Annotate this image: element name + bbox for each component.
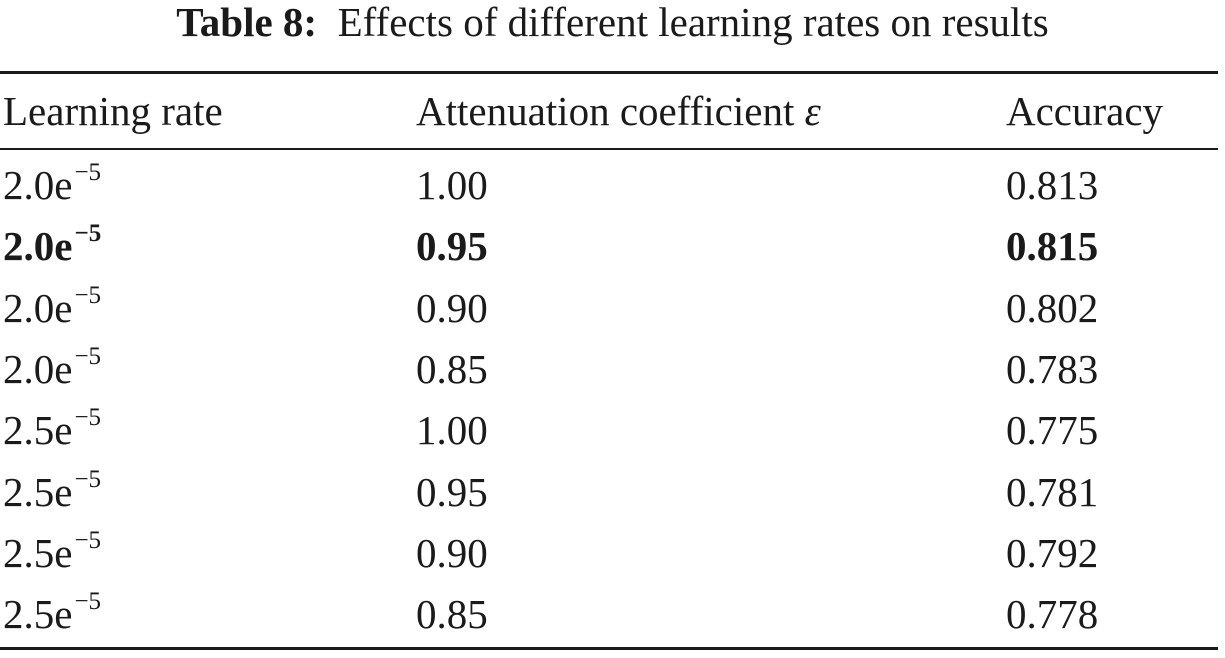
epsilon-symbol: ε <box>804 88 821 134</box>
table-header: Learning rate Attenuation coefficient ε … <box>0 81 1218 142</box>
cell-accuracy: 0.778 <box>1006 591 1099 637</box>
cell-attenuation-coefficient: 0.95 <box>416 223 488 269</box>
bottom-rule <box>0 647 1218 650</box>
table-row: 2.5e−5 1.00 0.775 <box>0 400 1218 461</box>
table-row: 2.5e−5 0.90 0.792 <box>0 523 1218 584</box>
header-rule <box>0 148 1218 150</box>
cell-accuracy: 0.775 <box>1006 407 1099 453</box>
table-row: 2.5e−5 0.95 0.781 <box>0 462 1218 523</box>
cell-accuracy: 0.802 <box>1006 285 1099 331</box>
cell-attenuation-coefficient: 0.90 <box>416 285 488 331</box>
table-row: 2.0e−5 0.95 0.815 <box>0 216 1218 277</box>
exponent: −5 <box>74 588 102 616</box>
cell-learning-rate: 2.0e−5 <box>3 220 102 269</box>
cell-learning-rate: 2.0e−5 <box>3 159 102 208</box>
exponent: −5 <box>74 343 102 371</box>
cell-attenuation-coefficient: 0.85 <box>416 346 488 392</box>
table-row: 2.0e−5 0.90 0.802 <box>0 278 1218 339</box>
cell-attenuation-coefficient: 0.95 <box>416 469 488 515</box>
cell-learning-rate: 2.0e−5 <box>3 282 102 331</box>
cell-attenuation-coefficient: 0.85 <box>416 591 488 637</box>
cell-learning-rate: 2.5e−5 <box>3 466 102 515</box>
caption-text: Effects of different learning rates on r… <box>337 0 1049 45</box>
cell-learning-rate: 2.5e−5 <box>3 404 102 453</box>
exponent: −5 <box>74 527 102 555</box>
exponent: −5 <box>74 220 102 248</box>
cell-attenuation-coefficient: 0.90 <box>416 530 488 576</box>
cell-learning-rate: 2.5e−5 <box>3 588 102 637</box>
cell-accuracy: 0.813 <box>1006 162 1099 208</box>
cell-accuracy: 0.781 <box>1006 469 1099 515</box>
exponent: −5 <box>74 466 102 494</box>
top-rule <box>0 71 1218 74</box>
column-header-accuracy: Accuracy <box>1006 88 1164 134</box>
cell-attenuation-coefficient: 1.00 <box>416 407 488 453</box>
table-row: 2.5e−5 0.85 0.778 <box>0 584 1218 645</box>
cell-accuracy: 0.792 <box>1006 530 1099 576</box>
cell-accuracy: 0.783 <box>1006 346 1099 392</box>
cell-attenuation-coefficient: 1.00 <box>416 162 488 208</box>
cell-learning-rate: 2.0e−5 <box>3 343 102 392</box>
column-header-attenuation-coefficient: Attenuation coefficient ε <box>416 88 821 134</box>
cell-learning-rate: 2.5e−5 <box>3 527 102 576</box>
cell-accuracy: 0.815 <box>1006 223 1099 269</box>
table-row: 2.0e−5 1.00 0.813 <box>0 155 1218 216</box>
exponent: −5 <box>74 159 102 187</box>
exponent: −5 <box>74 404 102 432</box>
caption-label: Table 8: <box>176 0 318 45</box>
column-header-learning-rate: Learning rate <box>3 88 223 134</box>
table-caption: Table 8: Effects of different learning r… <box>0 0 1225 52</box>
exponent: −5 <box>74 282 102 310</box>
table-row: 2.0e−5 0.85 0.783 <box>0 339 1218 400</box>
